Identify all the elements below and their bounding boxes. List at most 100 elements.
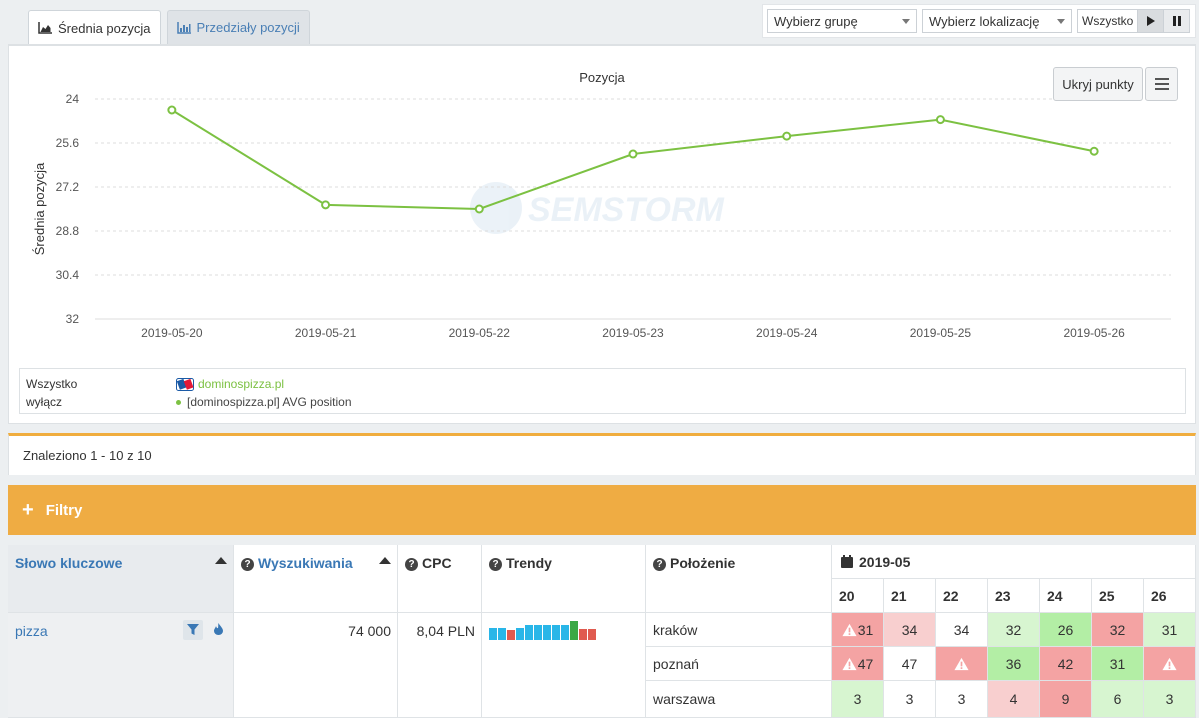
play-button[interactable] [1137,10,1164,32]
trend-bar [579,629,587,640]
position-cell[interactable]: 4 [988,681,1040,718]
sort-asc-icon [379,557,391,564]
header-searches[interactable]: ? Wyszukiwania [234,545,398,613]
data-point[interactable] [1089,146,1099,156]
data-point[interactable] [167,105,177,115]
position-value: 31 [1161,621,1178,638]
position-value: 47 [901,655,918,672]
group-select[interactable]: Wybierz grupę [767,9,917,33]
legend-all[interactable]: Wszystko [26,377,78,391]
trend-bar [507,630,515,640]
series-dot-icon [176,399,181,405]
header-cpc-label: CPC [422,555,452,571]
y-tick-label: 32 [66,312,80,326]
position-cell[interactable]: 3 [884,681,936,718]
trend-bar [498,628,506,640]
legend-series-item[interactable]: [dominospizza.pl] AVG position [176,393,352,411]
tab-position-ranges-label: Przedziały pozycji [196,20,300,35]
position-cell[interactable]: 42 [1040,647,1092,681]
day-header: 25 [1092,579,1144,613]
position-cell[interactable]: 47 [884,647,936,681]
filters-toggle[interactable]: + Filtry [8,485,1196,535]
chart-title: Pozycja [579,70,625,85]
header-location[interactable]: ? Położenie [646,545,832,613]
keyword-link[interactable]: pizza [15,623,48,639]
x-tick-label: 2019-05-25 [910,326,972,340]
chevron-down-icon [902,19,910,24]
position-cell[interactable]: 34 [936,613,988,647]
position-value: 32 [1005,621,1022,638]
data-point[interactable] [935,115,945,125]
question-icon: ? [489,558,502,571]
question-icon: ? [405,558,418,571]
y-axis-label: Średnia pozycja [32,162,47,255]
pause-button[interactable] [1163,10,1190,32]
position-cell[interactable]: 3 [1144,681,1196,718]
tab-position-ranges[interactable]: Przedziały pozycji [166,10,310,44]
x-tick-label: 2019-05-26 [1063,326,1125,340]
legend-site[interactable]: dominospizza.pl [176,375,352,393]
position-cell[interactable]: 26 [1040,613,1092,647]
data-point[interactable] [628,149,638,159]
position-value: 47 [857,655,874,672]
x-tick-label: 2019-05-21 [295,326,357,340]
bar-chart-icon [176,21,191,34]
position-cell[interactable]: 36 [988,647,1040,681]
trend-bar [570,621,578,640]
cpc-cell: 8,04 PLN [398,613,482,718]
location-select[interactable]: Wybierz lokalizację [922,9,1072,33]
tab-average-position-label: Średnia pozycja [58,20,151,36]
position-value: 9 [1061,691,1070,707]
x-tick-label: 2019-05-24 [756,326,818,340]
position-cell[interactable]: 32 [988,613,1040,647]
position-cell[interactable]: 32 [1092,613,1144,647]
data-point[interactable] [474,204,484,214]
trend-bar [525,625,533,640]
position-cell[interactable] [1144,647,1196,681]
position-value: 6 [1113,691,1122,707]
chart-axes: 24 25.6 27.2 28.8 30.4 32 2019-05-20 2019-05-21… [56,92,1126,340]
position-cell[interactable]: 3 [936,681,988,718]
position-value: 3 [905,691,914,707]
y-tick-label: 24 [66,92,80,106]
location-select-value: Wybierz lokalizację [929,13,1040,29]
tab-average-position[interactable]: Średnia pozycja [28,10,161,45]
data-point[interactable] [782,131,792,141]
header-keyword[interactable]: Słowo kluczowe [8,545,234,613]
day-header: 21 [884,579,936,613]
trends-cell [482,613,646,718]
cpc-value: 8,04 PLN [416,623,475,639]
y-tick-label: 27.2 [56,180,80,194]
pause-icon [1172,16,1181,26]
legend-series-label: [dominospizza.pl] AVG position [187,395,352,409]
trend-bar [534,625,542,640]
position-cell[interactable]: 9 [1040,681,1092,718]
header-cpc[interactable]: ? CPC [398,545,482,613]
position-cell[interactable]: 34 [884,613,936,647]
data-point[interactable] [321,200,331,210]
flame-icon[interactable] [214,623,223,638]
header-trends[interactable]: ? Trendy [482,545,646,613]
header-month: 2019-05 [832,545,1196,579]
filter-button[interactable] [183,620,203,640]
legend-off[interactable]: wyłącz [26,395,63,409]
position-cell[interactable]: 31 [832,613,884,647]
hide-points-button[interactable]: Ukryj punkty [1053,67,1143,101]
position-cell[interactable] [936,647,988,681]
chart-panel: SEMSTORM 24 25.6 27.2 28.8 30.4 32 2019-05-20 2… [8,44,1196,424]
y-tick-label: 25.6 [56,136,80,150]
position-cell[interactable]: 31 [1092,647,1144,681]
chart-grid [95,98,1171,320]
position-cell[interactable]: 31 [1144,613,1196,647]
chevron-down-icon [1057,19,1065,24]
results-count: Znaleziono 1 - 10 z 10 [23,448,152,463]
location-name: poznań [646,647,832,681]
dominos-logo-icon [176,377,194,391]
chart-series [167,105,1099,214]
position-cell[interactable]: 3 [832,681,884,718]
chart-menu-button[interactable] [1145,67,1178,101]
header-month-label: 2019-05 [859,553,911,570]
position-cell[interactable]: 47 [832,647,884,681]
playback-controls: Wszystko [1077,9,1191,33]
position-cell[interactable]: 6 [1092,681,1144,718]
